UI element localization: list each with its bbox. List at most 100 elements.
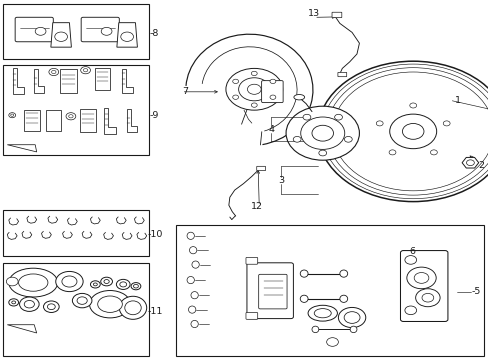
Ellipse shape — [9, 268, 58, 297]
Text: -8: -8 — [149, 30, 159, 39]
Circle shape — [9, 299, 19, 306]
Text: -10: -10 — [147, 230, 163, 239]
Circle shape — [404, 306, 416, 315]
Bar — [3, 263, 149, 356]
Ellipse shape — [98, 296, 122, 312]
Text: -9: -9 — [149, 111, 159, 120]
FancyBboxPatch shape — [400, 251, 447, 321]
Circle shape — [55, 32, 67, 41]
Circle shape — [24, 301, 34, 308]
Circle shape — [49, 68, 59, 76]
Ellipse shape — [349, 326, 356, 333]
Circle shape — [429, 150, 436, 155]
Ellipse shape — [186, 276, 194, 284]
Circle shape — [47, 304, 55, 310]
Circle shape — [101, 27, 112, 35]
Ellipse shape — [190, 320, 198, 328]
FancyBboxPatch shape — [15, 17, 53, 42]
Text: 6: 6 — [409, 247, 415, 256]
Ellipse shape — [311, 326, 318, 333]
Circle shape — [66, 113, 76, 120]
Circle shape — [311, 125, 333, 141]
FancyBboxPatch shape — [24, 110, 40, 131]
Circle shape — [62, 276, 77, 287]
Ellipse shape — [190, 292, 198, 299]
Ellipse shape — [339, 270, 347, 277]
Circle shape — [232, 79, 238, 84]
Ellipse shape — [339, 295, 347, 302]
Bar — [3, 210, 149, 256]
Circle shape — [104, 280, 109, 283]
Circle shape — [442, 121, 449, 126]
Circle shape — [101, 277, 112, 286]
Ellipse shape — [192, 261, 199, 268]
Ellipse shape — [124, 301, 141, 315]
Circle shape — [293, 136, 301, 142]
Circle shape — [6, 277, 18, 286]
Circle shape — [389, 114, 436, 149]
Polygon shape — [126, 109, 137, 132]
Circle shape — [247, 84, 261, 94]
Text: 1: 1 — [454, 96, 460, 105]
Ellipse shape — [119, 296, 146, 319]
Circle shape — [404, 256, 416, 264]
Circle shape — [326, 338, 338, 346]
Ellipse shape — [314, 309, 330, 318]
FancyBboxPatch shape — [46, 110, 61, 131]
Circle shape — [238, 78, 269, 101]
Circle shape — [35, 27, 46, 35]
Circle shape — [334, 114, 342, 120]
Circle shape — [300, 117, 344, 149]
FancyBboxPatch shape — [245, 312, 257, 319]
Circle shape — [269, 79, 275, 84]
Circle shape — [285, 106, 359, 160]
FancyBboxPatch shape — [60, 69, 77, 93]
Text: 12: 12 — [250, 202, 262, 211]
Text: 4: 4 — [268, 125, 274, 134]
Polygon shape — [51, 23, 71, 47]
Circle shape — [225, 68, 282, 110]
Bar — [3, 4, 149, 59]
Circle shape — [388, 150, 395, 155]
FancyBboxPatch shape — [246, 263, 293, 319]
Circle shape — [131, 283, 141, 290]
FancyBboxPatch shape — [258, 274, 286, 309]
Circle shape — [20, 297, 39, 311]
FancyBboxPatch shape — [261, 81, 283, 103]
Circle shape — [251, 71, 257, 76]
Circle shape — [11, 114, 14, 116]
Text: 7: 7 — [182, 87, 188, 96]
Polygon shape — [34, 69, 44, 93]
Circle shape — [376, 121, 383, 126]
Text: 3: 3 — [278, 176, 284, 185]
Circle shape — [409, 103, 416, 108]
FancyBboxPatch shape — [256, 166, 265, 171]
FancyBboxPatch shape — [331, 12, 341, 18]
Ellipse shape — [293, 95, 304, 100]
Circle shape — [338, 307, 365, 328]
Circle shape — [120, 282, 126, 287]
Circle shape — [318, 150, 326, 156]
Polygon shape — [7, 325, 37, 333]
Circle shape — [303, 114, 310, 120]
Circle shape — [406, 267, 435, 289]
Circle shape — [269, 95, 275, 99]
Ellipse shape — [186, 232, 194, 239]
Circle shape — [43, 301, 59, 312]
Circle shape — [133, 284, 138, 288]
Polygon shape — [13, 68, 24, 94]
Circle shape — [232, 95, 238, 99]
Circle shape — [72, 293, 92, 308]
Ellipse shape — [300, 270, 307, 277]
FancyBboxPatch shape — [95, 68, 110, 90]
Ellipse shape — [307, 305, 337, 321]
Polygon shape — [7, 145, 37, 152]
Polygon shape — [104, 108, 116, 134]
Text: -5: -5 — [471, 287, 480, 296]
FancyBboxPatch shape — [337, 72, 346, 77]
Bar — [3, 65, 149, 155]
Circle shape — [402, 123, 423, 139]
Circle shape — [90, 281, 100, 288]
Circle shape — [9, 113, 16, 118]
Text: 13: 13 — [308, 9, 320, 18]
